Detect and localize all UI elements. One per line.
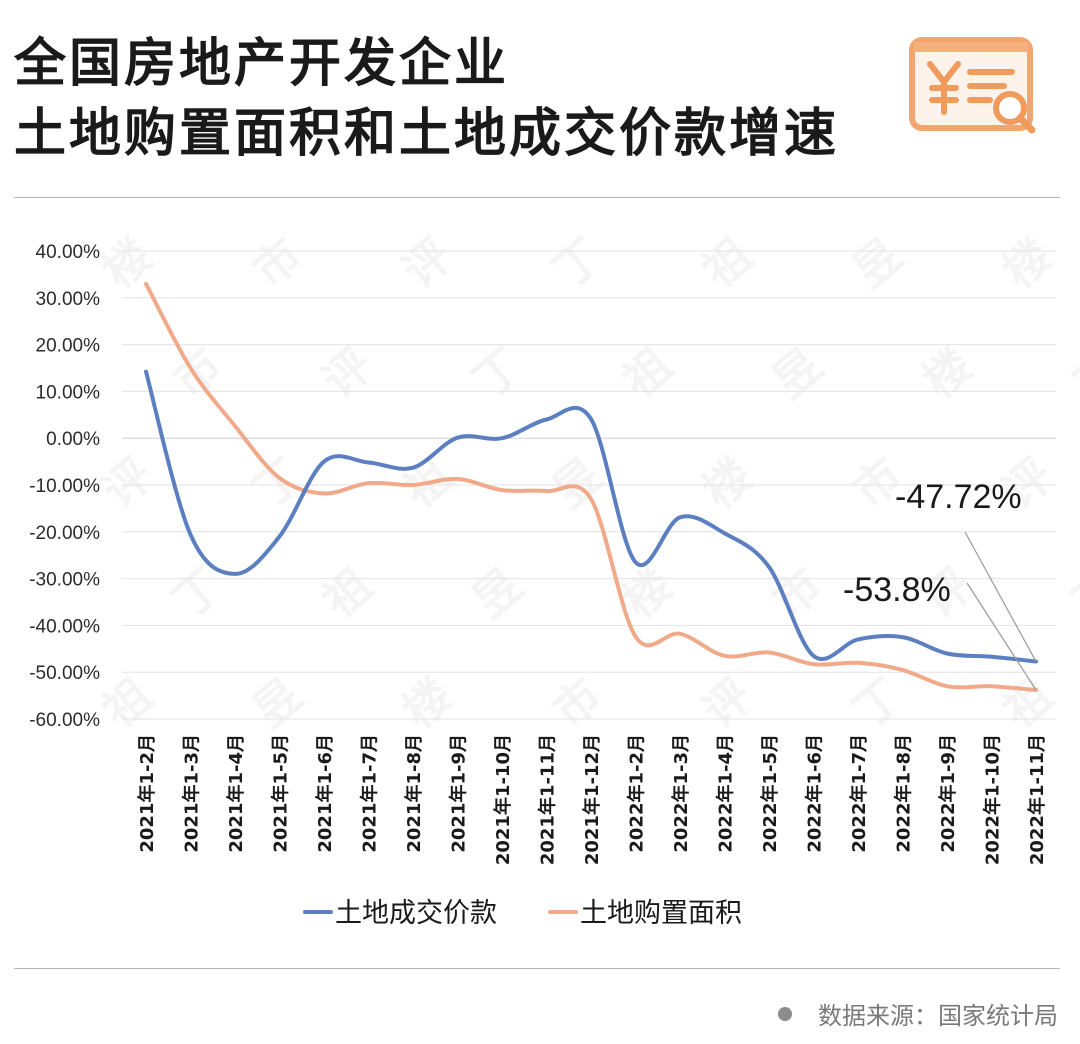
- x-tick-label: 2021年1-5月: [270, 734, 292, 853]
- watermark-glyph: 评: [392, 227, 462, 298]
- y-tick-label: 10.00%: [36, 382, 101, 403]
- series-line-1: [144, 281, 1038, 692]
- x-tick-label: 2021年1-9月: [448, 734, 470, 853]
- watermark-glyph: 楼: [912, 337, 982, 408]
- x-tick-label: 2022年1-2月: [626, 734, 648, 853]
- x-tick-label: 2021年1-2月: [136, 734, 158, 853]
- watermark-glyph: 市: [162, 337, 232, 408]
- top-divider: [14, 197, 1060, 198]
- watermark-glyph: 丁: [842, 667, 912, 738]
- data-source-text: 数据来源：国家统计局: [818, 1002, 1058, 1030]
- x-tick-label: 2022年1-11月: [1026, 734, 1048, 865]
- watermark-glyph: 丁: [462, 337, 532, 408]
- x-tick-label: 2021年1-10月: [492, 734, 514, 865]
- yuan-receipt-search-icon: [909, 37, 1036, 134]
- x-tick-label: 2021年1-7月: [359, 734, 381, 853]
- x-tick-label: 2021年1-6月: [314, 734, 336, 853]
- growth-line-chart: 楼市评丁祖昱楼市评丁祖昱楼市评丁祖昱楼市评丁祖昱楼市评丁祖昱楼市评丁祖 40.0…: [29, 227, 1080, 929]
- x-tick-label: 2022年1-9月: [937, 734, 959, 853]
- y-axis-ticks: 40.00% 30.00% 20.00% 10.00% 0.00% -10.00% -20.…: [29, 242, 100, 731]
- watermark-glyph: 祖: [612, 337, 682, 408]
- x-axis-ticks: 2021年1-2月 2021年1-3月 2021年1-4月 2021年1-5月 2021…: [136, 734, 1048, 865]
- y-tick-label: -20.00%: [29, 523, 100, 544]
- watermark-glyph: 丁: [242, 447, 312, 518]
- y-tick-label: -10.00%: [29, 476, 100, 497]
- watermark-glyph: 楼: [992, 227, 1062, 298]
- bullet-dot: [778, 1006, 792, 1021]
- x-tick-label: 2021年1-12月: [581, 734, 603, 865]
- x-tick-label: 2022年1-5月: [759, 734, 781, 853]
- watermark-glyph: 丁: [542, 227, 612, 298]
- watermark-glyph: 楼: [692, 447, 762, 518]
- x-tick-label: 2022年1-8月: [893, 734, 915, 853]
- watermark-glyph: 祖: [92, 667, 162, 738]
- y-tick-label: -40.00%: [29, 616, 100, 637]
- y-tick-label: 0.00%: [46, 429, 100, 450]
- watermark-glyph: 市: [1062, 337, 1080, 408]
- y-tick-label: 30.00%: [36, 289, 101, 310]
- watermark-glyph: 昱: [542, 447, 612, 518]
- leader-line: [966, 582, 1037, 691]
- page-title-line-1: 全国房地产开发企业: [14, 34, 510, 94]
- chart-legend: 土地成交价款 土地购置面积: [303, 898, 742, 929]
- series-line-0: [144, 369, 1038, 664]
- x-tick-label: 2022年1-3月: [670, 734, 692, 853]
- watermark-glyph: 市: [542, 667, 612, 738]
- x-tick-label: 2022年1-4月: [715, 734, 737, 853]
- watermark-glyph: 祖: [992, 667, 1062, 738]
- watermark-glyph: 昱: [762, 337, 832, 408]
- leader-line: [964, 531, 1037, 662]
- watermark-glyph: 评: [692, 667, 762, 738]
- watermark-glyph: 祖: [312, 557, 382, 628]
- y-tick-label: 40.00%: [36, 242, 101, 263]
- watermark-glyph: 丁: [1062, 557, 1080, 628]
- area-end-label: -53.8%: [843, 571, 951, 609]
- legend-label-0: 土地成交价款: [335, 898, 497, 929]
- watermark-glyph: 楼: [92, 227, 162, 298]
- x-tick-label: 2021年1-3月: [181, 734, 203, 853]
- watermark-glyph: 市: [762, 557, 832, 628]
- y-tick-label: -30.00%: [29, 570, 100, 591]
- y-tick-label: -60.00%: [29, 710, 100, 731]
- chart-gridlines: [122, 250, 1056, 720]
- series-lines: [144, 281, 1038, 692]
- footer: 数据来源：国家统计局: [778, 996, 1058, 1031]
- watermark-glyph: 丁: [162, 557, 232, 628]
- price-end-label: -47.72%: [895, 478, 1022, 516]
- watermark-glyph: 评: [312, 337, 382, 408]
- header: 全国房地产开发企业 土地购置面积和土地成交价款增速: [0, 0, 1080, 200]
- y-tick-label: 20.00%: [36, 336, 101, 357]
- watermark-glyph: 市: [242, 227, 312, 298]
- end-annotations: -47.72% -53.8%: [843, 478, 1037, 691]
- bottom-divider: [14, 968, 1060, 969]
- watermark-glyph: 昱: [462, 557, 532, 628]
- watermark-glyph: 昱: [842, 227, 912, 298]
- watermark-glyph: 楼: [392, 667, 462, 738]
- x-tick-label: 2022年1-6月: [804, 734, 826, 853]
- y-tick-label: -50.00%: [29, 663, 100, 684]
- legend-label-1: 土地购置面积: [580, 898, 742, 929]
- x-tick-label: 2021年1-4月: [225, 734, 247, 853]
- x-tick-label: 2022年1-10月: [982, 734, 1004, 865]
- page-title-line-2: 土地购置面积和土地成交价款增速: [14, 104, 840, 164]
- x-tick-label: 2021年1-11月: [537, 734, 559, 865]
- x-tick-label: 2021年1-8月: [403, 734, 425, 853]
- watermark-glyph: 祖: [692, 227, 762, 298]
- watermark-glyph: 楼: [612, 557, 682, 628]
- watermark-glyph: 评: [92, 447, 162, 518]
- x-tick-label: 2022年1-7月: [848, 734, 870, 853]
- watermark-glyph: 昱: [242, 667, 312, 738]
